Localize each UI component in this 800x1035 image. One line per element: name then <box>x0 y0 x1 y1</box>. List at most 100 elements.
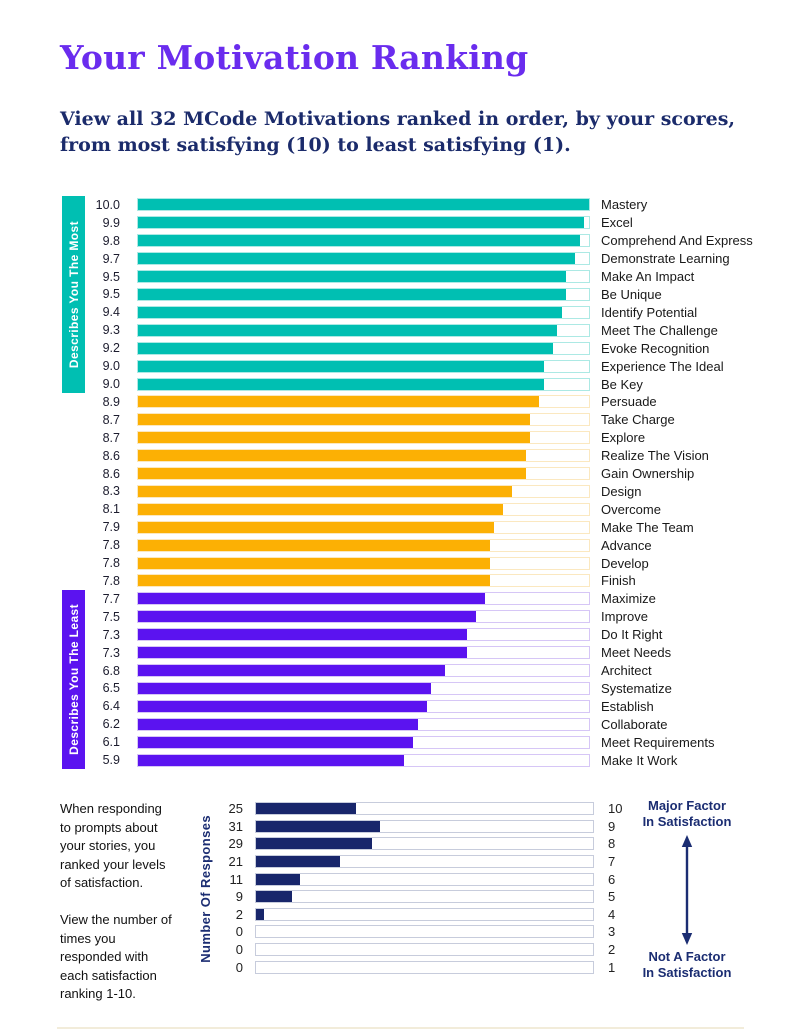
ranking-row: 8.1 Overcome <box>62 500 753 518</box>
motivation-score: 9.4 <box>102 305 120 320</box>
response-bar-track <box>255 960 594 974</box>
responses-axis-label: Number Of Responses <box>196 813 214 965</box>
motivation-score: 7.8 <box>102 556 120 571</box>
motivation-label: Collaborate <box>601 716 668 732</box>
response-count: 11 <box>229 871 244 887</box>
response-row: 29 8 <box>215 835 622 853</box>
score-bar-fill <box>138 647 468 659</box>
score-bar-fill <box>138 414 531 426</box>
motivation-label: Improve <box>601 609 648 625</box>
score-bar-track <box>137 270 590 284</box>
score-bar-track <box>137 431 590 445</box>
score-bar-track <box>137 413 590 427</box>
score-bar-fill <box>138 396 540 408</box>
score-bar-fill <box>138 288 567 300</box>
satisfaction-rank: 1 <box>608 959 616 975</box>
motivation-score: 9.9 <box>102 215 120 230</box>
score-bar-fill <box>138 682 432 694</box>
score-bar-track <box>137 681 590 695</box>
response-rows: 25 10 31 9 29 8 21 7 11 6 9 5 2 4 0 3 0 2 0 1 <box>215 800 623 976</box>
response-count: 29 <box>228 836 243 852</box>
score-bar-track <box>137 467 590 481</box>
response-intro-paragraph-1: When responding to prompts about your st… <box>60 801 166 891</box>
ranking-row: 7.9 Make The Team <box>62 518 753 536</box>
motivation-score: 8.7 <box>102 412 120 427</box>
motivation-score: 8.7 <box>102 430 120 445</box>
response-count: 0 <box>235 942 243 958</box>
satisfaction-rank: 8 <box>608 836 616 852</box>
ranking-row: 7.8 Develop <box>62 554 753 572</box>
response-summary-section: When responding to prompts about your st… <box>0 798 800 1001</box>
score-bar-track <box>137 646 590 660</box>
response-bar-fill <box>256 803 357 815</box>
ranking-row: 8.9 Persuade <box>62 393 753 411</box>
score-bar-track <box>137 359 590 373</box>
response-intro-paragraph-2: View the number of times you responded w… <box>60 911 172 1002</box>
score-bar-track <box>137 449 590 463</box>
ranking-row: 7.5 Improve <box>62 608 753 626</box>
score-bar-track <box>137 699 590 713</box>
annotation-not-factor: Not A Factor In Satisfaction <box>626 949 748 981</box>
score-bar-track <box>137 520 590 534</box>
motivation-score: 6.2 <box>102 717 120 732</box>
ranking-row: 9.0 Experience The Ideal <box>62 357 753 375</box>
motivation-score: 6.1 <box>102 735 120 750</box>
score-bar-fill <box>138 253 576 265</box>
response-bar-track <box>255 855 594 869</box>
score-bar-track <box>137 287 590 301</box>
ranking-row: 9.0 Be Key <box>62 375 753 393</box>
motivation-label: Demonstrate Learning <box>601 251 730 267</box>
motivation-label: Identify Potential <box>601 304 698 320</box>
motivation-score: 7.7 <box>102 591 120 606</box>
ranking-row: 6.2 Collaborate <box>62 715 753 733</box>
satisfaction-rank: 3 <box>608 924 616 940</box>
ranking-row: 9.2 Evoke Recognition <box>62 339 753 357</box>
motivation-label: Excel <box>601 215 633 231</box>
satisfaction-factor-annotation: Major Factor In Satisfaction Not A Facto… <box>626 798 748 981</box>
score-bar-track <box>137 735 590 749</box>
satisfaction-rank: 9 <box>608 818 616 834</box>
motivation-score: 7.8 <box>102 538 120 553</box>
response-count: 25 <box>228 801 243 817</box>
response-bar-track <box>255 925 594 939</box>
motivation-label: Meet Requirements <box>601 734 715 750</box>
ranking-row: 10.0 Mastery <box>62 196 753 214</box>
motivation-score: 7.8 <box>102 573 120 588</box>
motivation-score: 10.0 <box>95 197 120 212</box>
score-bar-track <box>137 502 590 516</box>
motivation-label: Meet The Challenge <box>601 322 718 338</box>
ranking-row: 8.6 Gain Ownership <box>62 465 753 483</box>
motivation-label: Make It Work <box>601 752 678 768</box>
motivation-label: Develop <box>601 555 649 571</box>
ranking-row: 8.6 Realize The Vision <box>62 447 753 465</box>
score-bar-fill <box>138 306 562 318</box>
response-count: 9 <box>235 889 243 905</box>
subtitle-line-2: from most satisfying (10) to least satis… <box>60 134 571 156</box>
score-bar-fill <box>138 217 585 229</box>
score-bar-fill <box>138 450 526 462</box>
score-bar-fill <box>138 700 427 712</box>
motivation-score: 6.4 <box>102 699 120 714</box>
ranking-row: 5.9 Make It Work <box>62 751 753 769</box>
score-bar-track <box>137 556 590 570</box>
score-bar-track <box>137 305 590 319</box>
score-bar-fill <box>138 629 468 641</box>
motivation-score: 9.5 <box>102 269 120 284</box>
motivation-label: Design <box>601 483 642 499</box>
annotation-major-factor: Major Factor In Satisfaction <box>626 798 748 830</box>
score-bar-track <box>137 252 590 266</box>
response-row: 11 6 <box>215 870 622 888</box>
motivation-label: Evoke Recognition <box>601 340 710 356</box>
score-bar-fill <box>138 199 589 211</box>
response-bar-track <box>255 802 594 816</box>
annotation-not-line-2: In Satisfaction <box>642 965 732 980</box>
motivation-score: 7.9 <box>102 520 120 535</box>
response-row: 25 10 <box>215 800 623 818</box>
motivation-score: 9.0 <box>102 377 120 392</box>
response-bar-fill <box>256 838 373 850</box>
motivation-score: 9.3 <box>102 323 120 338</box>
